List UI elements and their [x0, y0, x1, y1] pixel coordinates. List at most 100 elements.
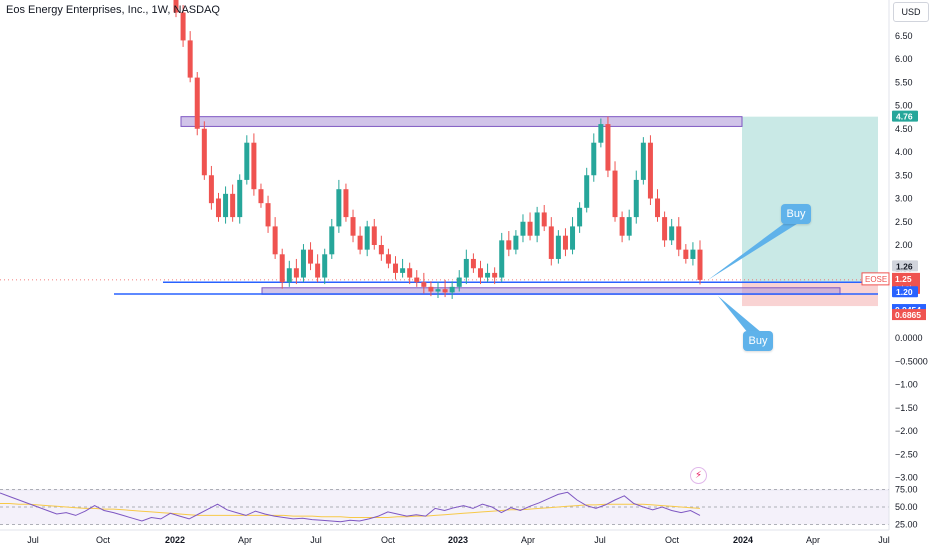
candle [456, 270, 462, 292]
candle [449, 281, 455, 299]
price-tick-label: −1.00 [895, 380, 918, 390]
candle [329, 218, 335, 259]
candle [414, 270, 420, 287]
candle [208, 165, 214, 210]
candle-body [470, 258, 476, 269]
candle-body [173, 0, 179, 13]
candle [343, 183, 349, 222]
candle [633, 170, 639, 224]
rsi-ma-line [0, 503, 701, 518]
candle-body [463, 258, 469, 278]
candle [223, 186, 229, 224]
candle [541, 205, 547, 232]
candle-body [612, 170, 618, 218]
candle [258, 183, 264, 208]
candle [477, 260, 483, 285]
candle-body [669, 226, 675, 241]
buy-callout-top[interactable]: Buy [781, 204, 811, 224]
time-axis-label: Oct [381, 535, 396, 545]
candle [619, 211, 625, 243]
time-axis-label: Oct [96, 535, 111, 545]
candle-body [194, 77, 200, 129]
currency-selector[interactable]: USD [893, 2, 929, 22]
price-tick-label: 6.50 [895, 31, 913, 41]
rsi-tick-label: 50.00 [895, 502, 918, 512]
candle [308, 242, 314, 271]
candle-body [591, 142, 597, 176]
time-axis-label: Apr [806, 535, 820, 545]
rsi-tick-label: 25.00 [895, 520, 918, 530]
candle [690, 242, 696, 266]
candle [357, 226, 363, 255]
time-axis-label: Jul [27, 535, 39, 545]
candle [555, 230, 561, 264]
candle-body [322, 254, 328, 278]
candle [279, 248, 285, 289]
candle [598, 118, 604, 148]
candle [520, 214, 526, 243]
time-axis-label: Oct [665, 535, 680, 545]
rsi-pane[interactable]: 75.00 50.00 25.00 [0, 485, 918, 530]
time-axis-label: Jul [594, 535, 606, 545]
rsi-line [0, 491, 701, 523]
candle-body [683, 249, 689, 259]
candle [499, 232, 505, 283]
time-axis-label: Apr [238, 535, 252, 545]
candle-body [385, 254, 391, 264]
candle-body [201, 128, 207, 176]
candle [244, 135, 250, 185]
price-tick-label: 3.00 [895, 194, 913, 204]
candle-body [237, 179, 243, 218]
candle-body [286, 268, 292, 283]
symbol-title: Eos Energy Enterprises, Inc., 1W, NASDAQ [6, 4, 220, 16]
price-tick-label: −2.00 [895, 426, 918, 436]
price-tick-label: −2.50 [895, 449, 918, 459]
candle [534, 206, 540, 243]
buy-callout-top-pointer [708, 222, 800, 280]
candle-body [364, 226, 370, 250]
candle [647, 135, 653, 206]
candle-body [343, 189, 349, 218]
buy-callout-bottom[interactable]: Buy [743, 331, 773, 351]
lightning-icon[interactable]: ⚡ [690, 467, 707, 484]
candle [364, 220, 370, 257]
candle [272, 217, 278, 259]
candle [237, 174, 243, 224]
target-price-label: 4.76 [892, 110, 918, 122]
candle [591, 133, 597, 182]
candle [407, 262, 413, 285]
ticker-label-text: EOSE [865, 275, 887, 284]
time-axis[interactable]: Jul Oct 2022 Apr Jul Oct 2023 Apr Jul Oct 2024 Apr J… [27, 535, 890, 545]
resistance-zone[interactable] [180, 116, 743, 127]
buy-callout-bottom-pointer [718, 296, 762, 333]
candle [676, 217, 682, 257]
price-scale[interactable]: 6.50 6.00 5.50 5.00 4.50 4.00 3.50 3.00 2.50 2.00… [895, 31, 928, 483]
candle [350, 209, 356, 243]
price-tick-label: 6.00 [895, 54, 913, 64]
candle [293, 258, 299, 285]
candle [385, 248, 391, 269]
price-tick-label: −1.50 [895, 403, 918, 413]
price-tick-label: 2.00 [895, 240, 913, 250]
candle-body [655, 198, 661, 218]
candle [315, 254, 321, 283]
candle-body [562, 235, 568, 250]
candle-body [293, 268, 299, 278]
candle-body [442, 289, 448, 293]
candle [435, 281, 441, 299]
price-tick-label: 0.0000 [895, 333, 923, 343]
stop-price-text: 0.6865 [895, 310, 921, 320]
candle-body [350, 217, 356, 236]
time-axis-label: 2023 [448, 535, 468, 545]
candle-body [223, 193, 229, 218]
candle-body [371, 226, 377, 245]
candle [378, 235, 384, 261]
candle-body [357, 235, 363, 250]
candle [513, 230, 519, 255]
candle-body [577, 207, 583, 227]
candle [421, 272, 427, 294]
candle [662, 211, 668, 247]
long-position-profit-zone[interactable] [742, 116, 878, 283]
candle [201, 121, 207, 180]
